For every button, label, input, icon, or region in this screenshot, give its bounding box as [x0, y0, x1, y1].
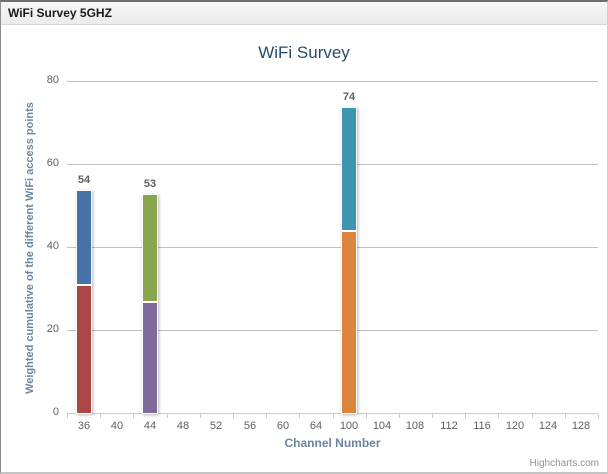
y-tick-label: 0: [52, 406, 59, 418]
x-tick-label: 104: [372, 420, 392, 432]
x-tick-label: 44: [143, 420, 157, 432]
grid-line: [67, 330, 598, 331]
x-axis-tick: [598, 414, 599, 418]
x-axis-line: [67, 413, 598, 414]
x-axis-tick: [233, 414, 234, 418]
x-axis-tick: [299, 414, 300, 418]
grid-line: [67, 164, 598, 165]
x-axis-tick: [333, 414, 334, 418]
x-tick-label: 52: [209, 420, 223, 432]
x-axis-title: Channel Number: [284, 436, 381, 450]
x-axis-tick: [532, 414, 533, 418]
y-tick-label: 20: [46, 323, 59, 335]
stack-total-label: 53: [143, 178, 157, 190]
highcharts-credits[interactable]: Highcharts.com: [529, 458, 599, 469]
bar-segment[interactable]: [341, 231, 357, 414]
x-axis-tick: [167, 414, 168, 418]
x-tick-label: 48: [176, 420, 190, 432]
grid-line: [67, 81, 598, 82]
x-tick-label: 40: [110, 420, 124, 432]
x-tick-label: 128: [571, 420, 591, 432]
bar-segment[interactable]: [76, 285, 92, 414]
chart-title: WiFi Survey: [258, 43, 350, 62]
stacked-bar-channel-44[interactable]: [142, 194, 158, 414]
x-tick-label: 64: [309, 420, 323, 432]
stack-total-label: 74: [342, 91, 356, 103]
x-axis-tick: [366, 414, 367, 418]
x-tick-label: 124: [538, 420, 558, 432]
stacked-bar-channel-100[interactable]: [341, 107, 357, 414]
x-tick-label: 100: [339, 420, 359, 432]
highcharts-container: WiFi Survey Weighted cumulative of the d…: [1, 25, 607, 472]
x-tick-label: 116: [473, 420, 491, 432]
x-tick-label: 60: [276, 420, 290, 432]
x-axis-tick: [133, 414, 134, 418]
y-tick-label: 40: [46, 240, 59, 252]
bar-segment[interactable]: [341, 107, 357, 232]
x-axis-tick: [432, 414, 433, 418]
x-axis-tick: [266, 414, 267, 418]
x-tick-label: 36: [77, 420, 91, 432]
x-axis-tick: [465, 414, 466, 418]
stacked-bar-channel-36[interactable]: [76, 190, 92, 414]
x-axis-tick: [200, 414, 201, 418]
x-axis-tick: [399, 414, 400, 418]
bar-segment[interactable]: [142, 194, 158, 302]
stack-total-label: 54: [77, 174, 91, 186]
x-axis-tick: [100, 414, 101, 418]
x-axis-tick: [67, 414, 68, 418]
x-axis-tick: [565, 414, 566, 418]
x-tick-label: 108: [405, 420, 425, 432]
bar-segment[interactable]: [142, 301, 158, 414]
window-title: WiFi Survey 5GHZ: [8, 6, 112, 20]
x-tick-label: 120: [505, 420, 525, 432]
bar-segment[interactable]: [76, 190, 92, 286]
x-tick-label: 112: [440, 420, 458, 432]
window-titlebar: WiFi Survey 5GHZ: [1, 2, 607, 25]
x-axis-tick: [498, 414, 499, 418]
y-tick-label: 60: [46, 157, 59, 169]
y-tick-label: 80: [46, 74, 59, 86]
grid-line: [67, 247, 598, 248]
x-tick-label: 56: [243, 420, 257, 432]
